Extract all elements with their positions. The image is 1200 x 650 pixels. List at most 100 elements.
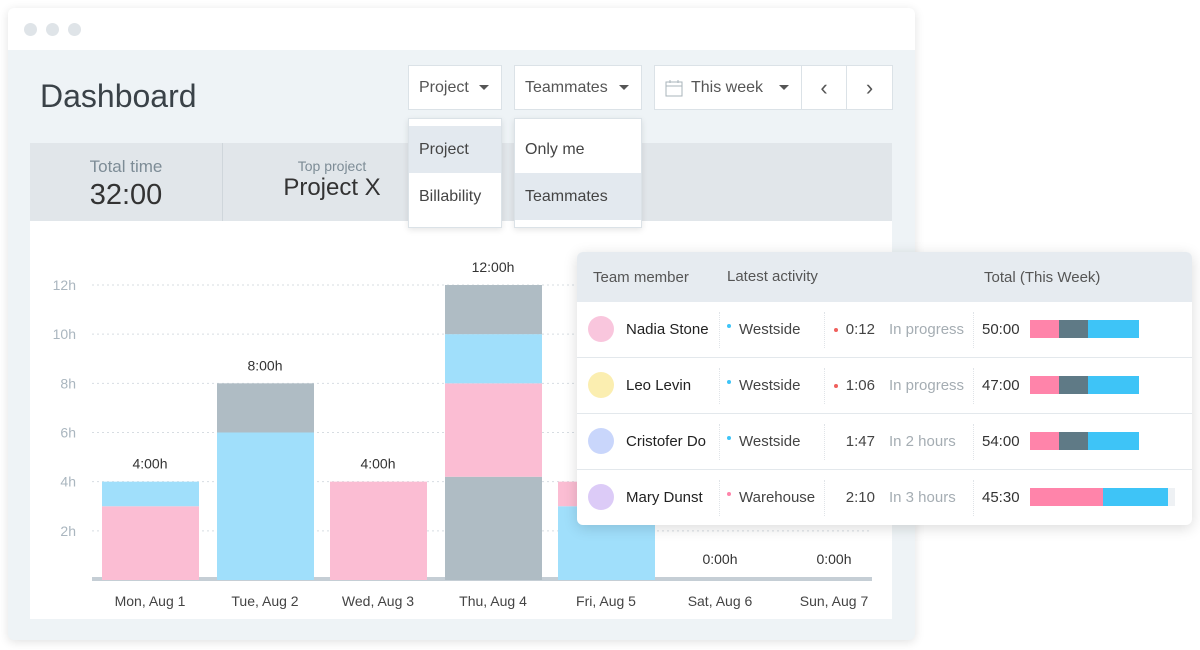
table-row[interactable]: Nadia Stone Westside 0:12 In progress 50… (577, 302, 1192, 358)
x-tick-label: Sun, Aug 7 (800, 593, 869, 609)
title-bar (8, 8, 915, 50)
header-latest-activity: Latest activity (727, 268, 818, 285)
activity-status: In progress (889, 377, 965, 394)
week-total: 47:00 (982, 377, 1020, 394)
avatar (588, 316, 614, 342)
member-name: Mary Dunst (626, 489, 703, 506)
menu-item-only-me[interactable]: Only me (525, 140, 585, 158)
bar-segment (330, 481, 427, 580)
total-time-stat: Total time 32:00 (30, 143, 223, 221)
bar-segment (445, 476, 542, 580)
total-time-label: Total time (89, 157, 163, 176)
window-dot[interactable] (68, 22, 81, 36)
divider (719, 368, 720, 404)
header-team-member: Team member (593, 269, 689, 286)
project-dot-icon (727, 436, 731, 440)
member-name: Nadia Stone (626, 321, 709, 338)
week-total: 54:00 (982, 433, 1020, 450)
total-bar-segment (1059, 376, 1088, 394)
team-select[interactable]: Teammates (514, 65, 642, 110)
menu-item-billability[interactable]: Billability (419, 187, 482, 205)
total-bar-segment (1030, 488, 1103, 506)
divider (824, 312, 825, 348)
total-bar-segment (1030, 320, 1059, 338)
project-dot-icon (727, 380, 731, 384)
next-week-button[interactable]: › (846, 65, 893, 110)
total-bar-segment (1059, 320, 1088, 338)
member-name: Leo Levin (626, 377, 692, 394)
date-range-select[interactable]: This week (654, 65, 802, 110)
table-row[interactable]: Cristofer Do Westside 1:47 In 2 hours 54… (577, 414, 1192, 470)
prev-week-button[interactable]: ‹ (801, 65, 847, 110)
y-tick-label: 8h (60, 375, 76, 391)
divider (824, 480, 825, 516)
week-total: 45:30 (982, 489, 1020, 506)
project-name: Westside (739, 377, 801, 394)
page-title: Dashboard (40, 78, 197, 114)
project-dot-icon (727, 492, 731, 496)
avatar (588, 372, 614, 398)
activity-time: 1:47 (845, 433, 875, 450)
group-by-menu: Project Billability (408, 118, 502, 228)
activity-status: In 3 hours (889, 489, 956, 506)
divider (973, 312, 974, 348)
caret-down-icon (779, 85, 789, 90)
bar-segment (217, 383, 314, 433)
project-name: Westside (739, 321, 801, 338)
activity-time: 2:10 (845, 489, 875, 506)
group-by-value: Project (419, 78, 469, 96)
menu-item-teammates[interactable]: Teammates (515, 173, 641, 220)
team-value: Teammates (525, 78, 608, 96)
avatar (588, 484, 614, 510)
x-tick-label: Sat, Aug 6 (688, 593, 753, 609)
bar-chart: 2h 4h 6h 8h 10h 12h 4:00h Mon, Aug 1 8:00h Tue, A… (53, 259, 872, 609)
total-bar-segment (1088, 320, 1139, 338)
table-row[interactable]: Leo Levin Westside 1:06 In progress 47:0… (577, 358, 1192, 414)
window-dot[interactable] (46, 22, 59, 36)
table-row[interactable]: Mary Dunst Warehouse 2:10 In 3 hours 45:… (577, 470, 1192, 525)
header-total: Total (This Week) (984, 269, 1101, 286)
team-menu: Only me Teammates (514, 118, 642, 228)
total-bar (1030, 376, 1175, 394)
divider (973, 424, 974, 460)
project-dot-icon (727, 324, 731, 328)
total-bar (1030, 432, 1175, 450)
top-project-label: Top project (297, 158, 367, 174)
project-name: Warehouse (739, 489, 816, 506)
bar-total-label: 12:00h (472, 259, 515, 275)
divider (973, 480, 974, 516)
y-tick-label: 4h (60, 474, 76, 490)
bar-total-label: 4:00h (360, 456, 395, 472)
date-range-value: This week (691, 78, 764, 96)
bar-total-label: 4:00h (132, 456, 167, 472)
divider (973, 368, 974, 404)
activity-time: 0:12 (845, 321, 875, 338)
y-tick-label: 12h (53, 277, 76, 293)
group-by-select[interactable]: Project (408, 65, 502, 110)
total-bar (1030, 488, 1175, 506)
activity-time: 1:06 (845, 377, 875, 394)
total-time-value: 32:00 (89, 179, 163, 211)
project-name: Westside (739, 433, 801, 450)
total-bar-segment (1102, 488, 1168, 506)
bar-total-label: 0:00h (702, 551, 737, 567)
menu-item-project[interactable]: Project (409, 126, 501, 173)
total-bar-segment (1059, 432, 1088, 450)
top-project-stat: Top project Project X (223, 143, 441, 202)
bar-segment (445, 285, 542, 335)
window-dot[interactable] (24, 22, 37, 36)
total-bar-segment (1030, 376, 1059, 394)
live-dot-icon (834, 328, 838, 332)
divider (719, 424, 720, 460)
divider (719, 312, 720, 348)
avatar (588, 428, 614, 454)
activity-status: In progress (889, 321, 965, 338)
live-dot-icon (834, 384, 838, 388)
divider (719, 480, 720, 516)
bar-total-label: 0:00h (816, 551, 851, 567)
bar-segment (102, 506, 199, 580)
calendar-icon (665, 79, 683, 96)
caret-down-icon (619, 85, 629, 90)
activity-status: In 2 hours (889, 433, 956, 450)
total-bar-segment (1088, 432, 1139, 450)
